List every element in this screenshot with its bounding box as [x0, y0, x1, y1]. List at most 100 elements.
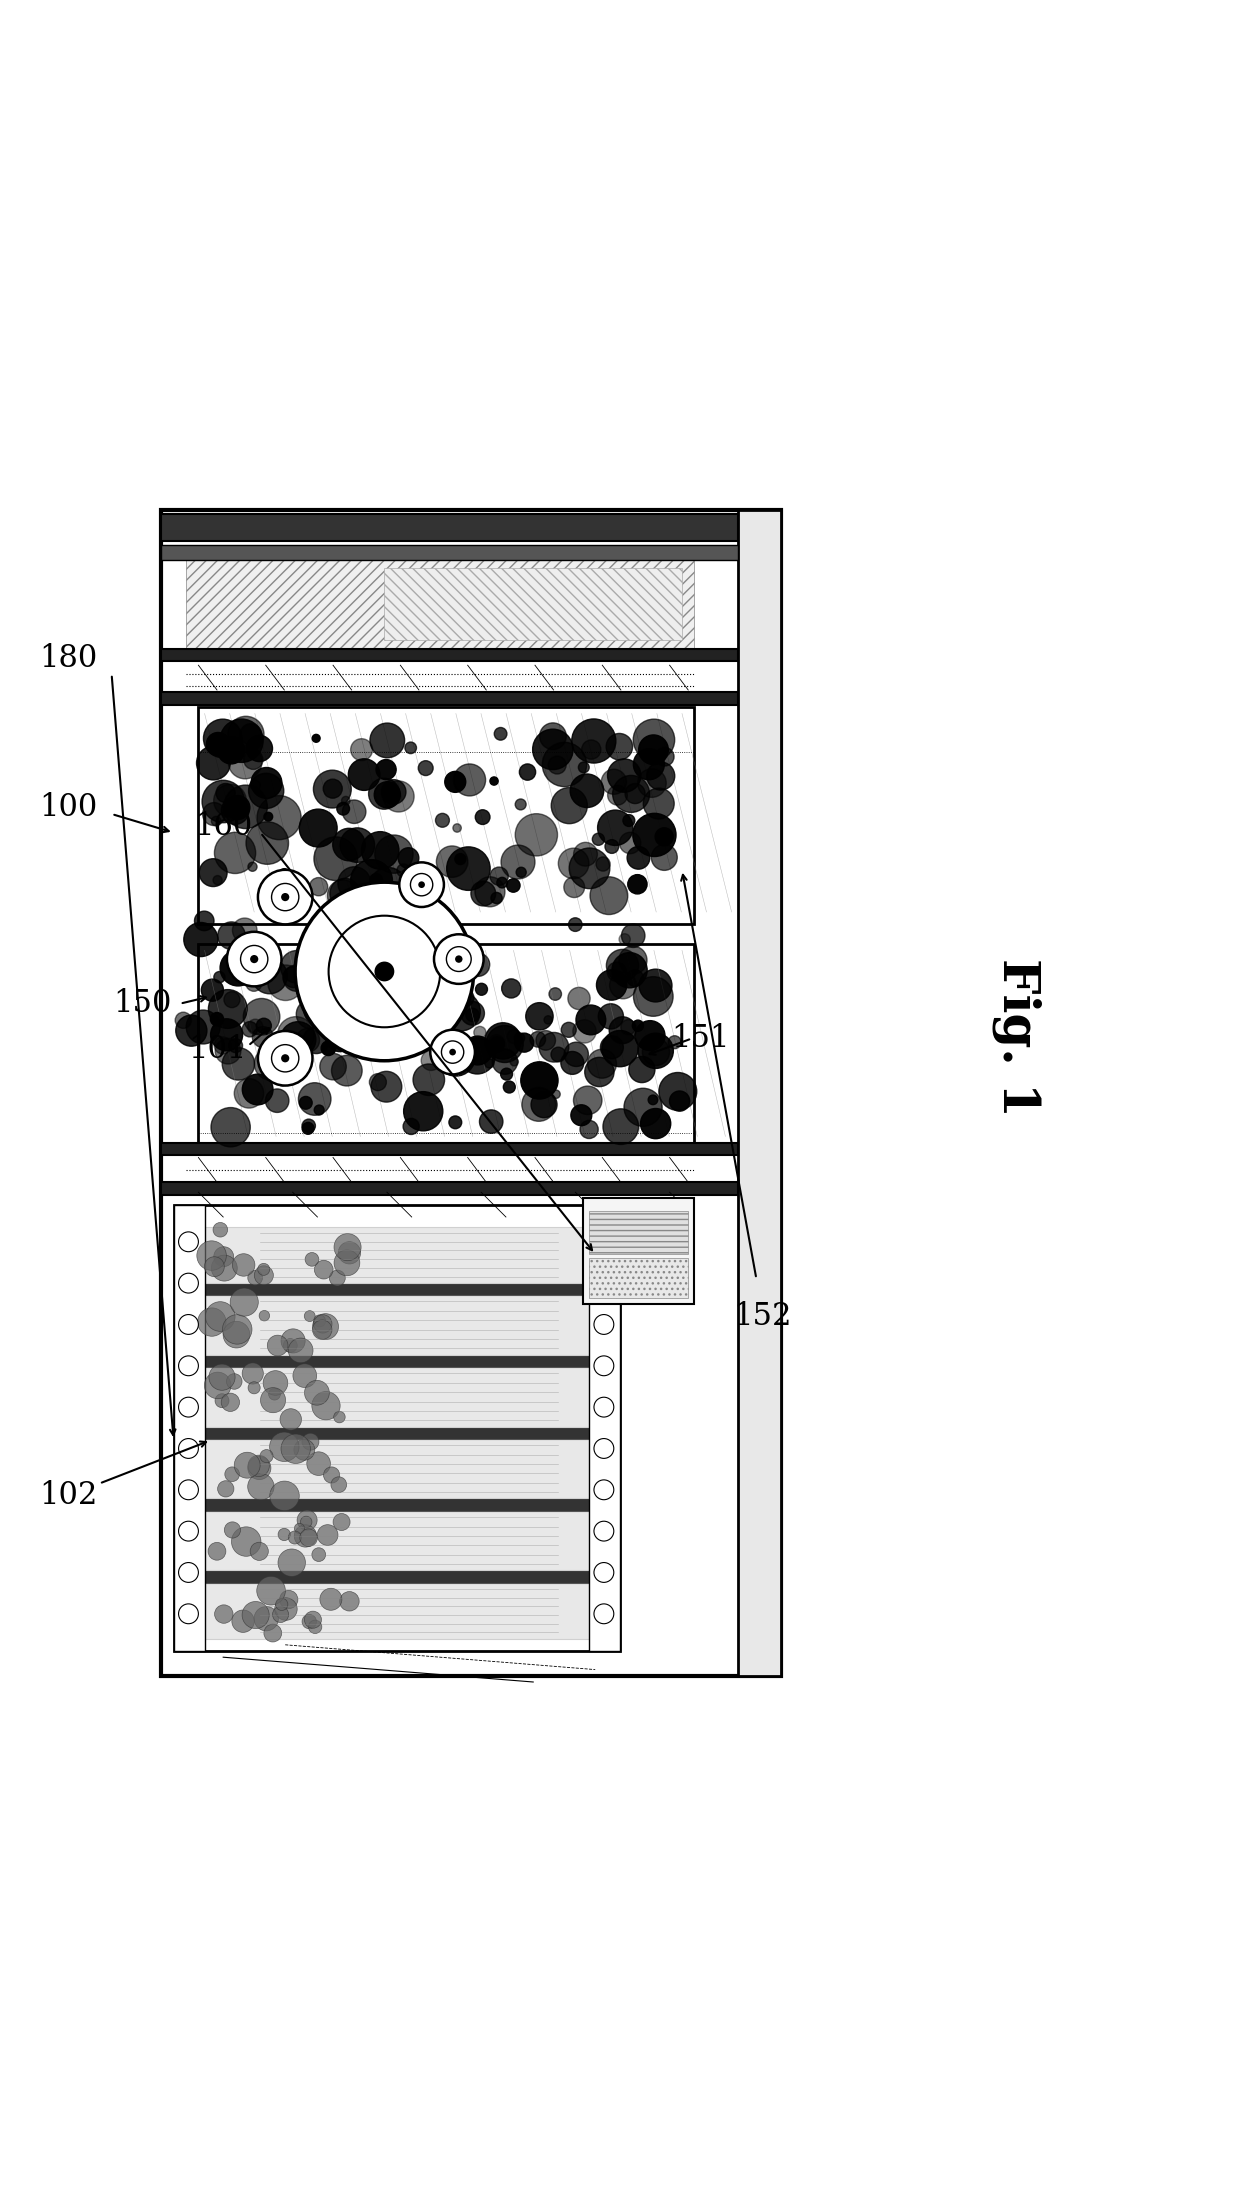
Circle shape: [639, 1034, 673, 1069]
Bar: [198, 1355, 595, 1366]
Circle shape: [382, 780, 405, 804]
Circle shape: [332, 907, 360, 936]
Circle shape: [507, 879, 520, 892]
Circle shape: [605, 839, 619, 853]
Circle shape: [241, 724, 262, 745]
Circle shape: [179, 1355, 198, 1375]
Circle shape: [213, 1222, 228, 1237]
Circle shape: [399, 861, 444, 907]
Circle shape: [414, 982, 428, 995]
Circle shape: [413, 1065, 445, 1095]
Circle shape: [619, 933, 630, 944]
Circle shape: [293, 1364, 316, 1388]
Circle shape: [574, 842, 598, 866]
Circle shape: [275, 1598, 298, 1620]
Circle shape: [281, 1329, 305, 1353]
Circle shape: [254, 1607, 279, 1631]
Circle shape: [651, 844, 677, 870]
Circle shape: [466, 1008, 479, 1021]
Circle shape: [370, 868, 407, 903]
Circle shape: [568, 918, 582, 931]
Circle shape: [202, 780, 244, 822]
Circle shape: [594, 1521, 614, 1541]
Circle shape: [253, 1027, 273, 1047]
Circle shape: [446, 846, 490, 890]
Circle shape: [558, 848, 589, 879]
Bar: [161, 1183, 738, 1196]
Circle shape: [594, 1233, 614, 1253]
Circle shape: [621, 925, 645, 947]
Circle shape: [257, 1019, 272, 1034]
Circle shape: [370, 1073, 387, 1091]
Circle shape: [263, 1371, 288, 1395]
Circle shape: [449, 1049, 456, 1056]
Circle shape: [585, 1058, 614, 1086]
Circle shape: [450, 929, 461, 940]
Circle shape: [397, 863, 410, 877]
Bar: [198, 1497, 595, 1511]
Circle shape: [575, 1006, 605, 1034]
Circle shape: [436, 846, 467, 877]
Circle shape: [298, 883, 309, 894]
Circle shape: [320, 1589, 342, 1611]
Circle shape: [634, 750, 665, 780]
Circle shape: [642, 1038, 670, 1065]
Circle shape: [299, 1097, 312, 1108]
Circle shape: [600, 1036, 624, 1058]
Circle shape: [281, 894, 289, 901]
Circle shape: [422, 1051, 441, 1071]
Circle shape: [331, 1056, 362, 1086]
Circle shape: [232, 1526, 260, 1556]
Circle shape: [250, 1543, 268, 1561]
Circle shape: [246, 975, 262, 990]
Circle shape: [446, 947, 469, 968]
Circle shape: [314, 769, 351, 809]
Bar: [186, 560, 694, 654]
Circle shape: [620, 833, 641, 855]
Circle shape: [309, 1620, 322, 1633]
Circle shape: [578, 763, 589, 774]
Circle shape: [218, 922, 246, 949]
Circle shape: [542, 743, 587, 787]
Circle shape: [228, 717, 264, 752]
Circle shape: [232, 1609, 254, 1633]
Circle shape: [314, 1314, 332, 1333]
Circle shape: [228, 1038, 243, 1054]
Circle shape: [593, 833, 604, 846]
Circle shape: [208, 1364, 236, 1390]
Circle shape: [548, 756, 567, 774]
Circle shape: [314, 1106, 324, 1115]
Circle shape: [242, 1021, 258, 1036]
Circle shape: [205, 1257, 224, 1277]
Bar: [161, 693, 738, 704]
Circle shape: [644, 789, 675, 820]
Circle shape: [560, 1051, 584, 1073]
Circle shape: [570, 1104, 591, 1126]
Circle shape: [224, 992, 241, 1008]
Circle shape: [268, 964, 304, 1001]
Circle shape: [205, 1373, 231, 1399]
Bar: [198, 1283, 595, 1294]
Circle shape: [305, 1379, 330, 1406]
Circle shape: [243, 999, 280, 1034]
Circle shape: [367, 988, 377, 999]
Circle shape: [531, 1091, 557, 1117]
Circle shape: [340, 828, 374, 863]
Circle shape: [412, 960, 423, 971]
Circle shape: [340, 1591, 360, 1611]
Circle shape: [490, 1036, 505, 1051]
Circle shape: [326, 1023, 355, 1051]
Circle shape: [317, 1524, 339, 1546]
Circle shape: [580, 1121, 598, 1139]
Circle shape: [490, 868, 508, 885]
Circle shape: [279, 1591, 298, 1609]
Bar: [198, 944, 694, 1150]
Circle shape: [179, 1272, 198, 1294]
Circle shape: [501, 1069, 512, 1080]
Circle shape: [304, 1611, 321, 1629]
Circle shape: [374, 962, 394, 982]
Circle shape: [629, 1056, 655, 1082]
Circle shape: [226, 796, 249, 820]
Circle shape: [658, 1073, 697, 1110]
Circle shape: [435, 813, 449, 826]
